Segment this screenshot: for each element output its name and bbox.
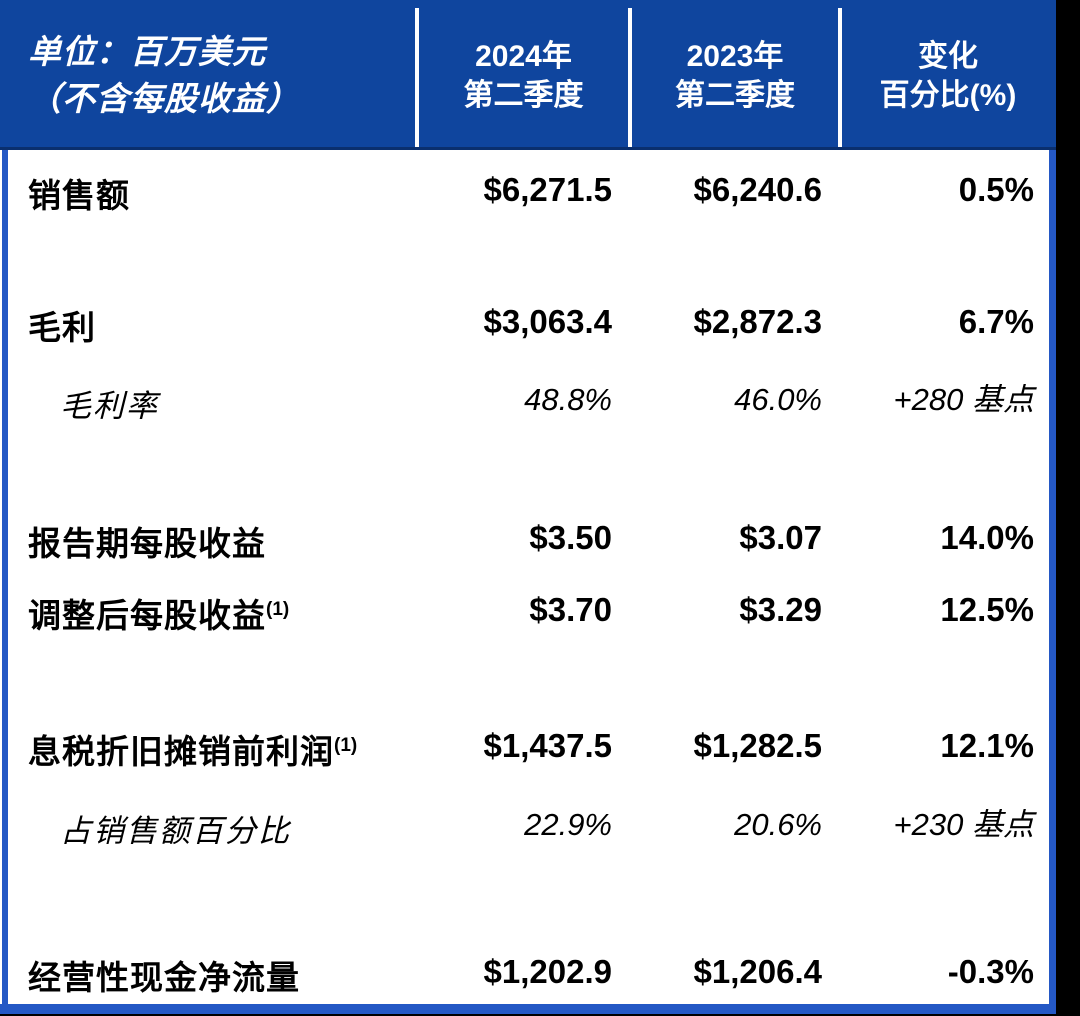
value-change: 0.5% (958, 171, 1034, 208)
table-row: 占销售额百分比 22.9% 20.6% +230 基点 (0, 803, 1056, 848)
table-row: 经营性现金净流量 $1,202.9 $1,206.4 -0.3% (0, 950, 1056, 996)
column-header-line: 2023年 (686, 40, 784, 73)
value-2024-q2: $3,063.4 (483, 303, 612, 340)
row-label: 息税折旧摊销前利润 (28, 733, 334, 770)
value-2023-q2: 46.0% (734, 382, 822, 417)
value-change: 12.5% (940, 591, 1034, 628)
value-2023-q2: $3.29 (739, 591, 822, 628)
unit-label-line1: 单位：百万美元 (28, 33, 266, 70)
table-row: 报告期每股收益 $3.50 $3.07 14.0% (0, 516, 1056, 562)
column-header-2023-q2: 2023年 第二季度 (630, 37, 840, 115)
row-label: 经营性现金净流量 (28, 959, 300, 996)
column-header-line: 第二季度 (463, 79, 584, 112)
row-label: 毛利率 (60, 388, 159, 424)
value-2023-q2: $6,240.6 (693, 171, 822, 208)
table-body: 销售额 $6,271.5 $6,240.6 0.5% 毛利 $3,063.4 $… (0, 150, 1056, 1014)
value-change: 6.7% (958, 303, 1034, 340)
table-row: 调整后每股收益(1) $3.70 $3.29 12.5% (0, 588, 1056, 634)
column-header-line: 变化 (918, 40, 978, 73)
row-label: 毛利 (28, 309, 96, 346)
value-change: +280 基点 (893, 382, 1034, 417)
column-divider (415, 8, 419, 147)
value-2024-q2: $3.70 (529, 591, 612, 628)
value-change: 12.1% (940, 727, 1034, 764)
row-label: 报告期每股收益 (28, 525, 266, 562)
row-label-cell: 经营性现金净流量 (0, 950, 417, 1000)
value-2023-q2: $1,282.5 (693, 727, 822, 764)
row-label: 调整后每股收益 (28, 597, 266, 634)
value-change: +230 基点 (893, 807, 1034, 842)
value-change: -0.3% (947, 953, 1034, 990)
row-label-cell: 调整后每股收益(1) (0, 588, 417, 638)
column-divider (628, 8, 632, 147)
row-label-cell: 销售额 (0, 168, 417, 218)
value-2023-q2: $3.07 (739, 519, 822, 556)
table-row: 销售额 $6,271.5 $6,240.6 0.5% (0, 168, 1056, 214)
table-header: 单位：百万美元 （不含每股收益） 2024年 第二季度 2023年 第二季度 变… (0, 0, 1056, 150)
table-border-left (2, 150, 8, 1014)
value-2024-q2: 22.9% (524, 807, 612, 842)
financial-results-table: 单位：百万美元 （不含每股收益） 2024年 第二季度 2023年 第二季度 变… (0, 0, 1056, 1014)
table-row: 毛利 $3,063.4 $2,872.3 6.7% (0, 300, 1056, 346)
value-2024-q2: $1,202.9 (483, 953, 612, 990)
value-2024-q2: 48.8% (524, 382, 612, 417)
column-header-2024-q2: 2024年 第二季度 (417, 37, 630, 115)
unit-label: 单位：百万美元 （不含每股收益） (28, 28, 300, 122)
row-label-cell: 毛利 (0, 300, 417, 350)
table-row: 毛利率 48.8% 46.0% +280 基点 (0, 378, 1056, 423)
row-label-cell: 报告期每股收益 (0, 516, 417, 566)
row-label-cell: 占销售额百分比 (0, 803, 417, 853)
value-2024-q2: $1,437.5 (483, 727, 612, 764)
column-header-change-pct: 变化 百分比(%) (840, 37, 1056, 115)
column-divider (838, 8, 842, 147)
value-2023-q2: 20.6% (734, 807, 822, 842)
value-2024-q2: $3.50 (529, 519, 612, 556)
value-change: 14.0% (940, 519, 1034, 556)
row-label: 占销售额百分比 (60, 813, 291, 849)
row-label-cell: 息税折旧摊销前利润(1) (0, 724, 417, 774)
row-label: 销售额 (28, 177, 130, 214)
table-row: 息税折旧摊销前利润(1) $1,437.5 $1,282.5 12.1% (0, 724, 1056, 770)
value-2024-q2: $6,271.5 (483, 171, 612, 208)
table-border-right (1049, 150, 1056, 1014)
table-border-bottom (0, 1004, 1056, 1014)
row-label-superscript: (1) (334, 735, 358, 756)
value-2023-q2: $2,872.3 (693, 303, 822, 340)
row-label-cell: 毛利率 (0, 378, 417, 428)
value-2023-q2: $1,206.4 (693, 953, 822, 990)
column-header-line: 2024年 (475, 40, 572, 73)
row-label-superscript: (1) (266, 599, 290, 620)
column-header-line: 百分比(%) (879, 79, 1017, 112)
column-header-line: 第二季度 (675, 79, 795, 112)
unit-label-line2: （不含每股收益） (28, 80, 300, 117)
